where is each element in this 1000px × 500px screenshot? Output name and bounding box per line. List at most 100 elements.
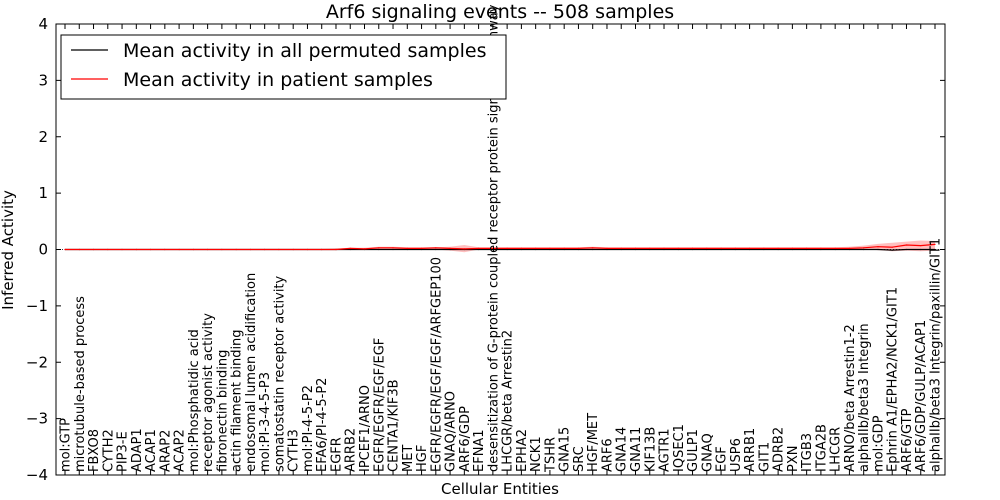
data-point-patient <box>378 247 380 249</box>
data-point-permuted <box>677 248 679 251</box>
data-point-permuted <box>834 248 836 251</box>
x-axis-label: Cellular Entities <box>441 480 559 498</box>
data-point-patient <box>506 247 508 249</box>
data-point-patient <box>577 247 580 249</box>
data-point-patient <box>135 248 137 251</box>
data-point-permuted <box>620 248 622 251</box>
data-point-patient <box>720 247 722 249</box>
data-point-permuted <box>920 248 922 251</box>
x-tick-label: alphaIIb/beta3 Integrin/paxillin/GIT1 <box>929 238 944 472</box>
x-tick-label: KIF13B <box>643 427 658 472</box>
data-point-patient <box>406 247 408 249</box>
data-point-permuted <box>506 248 508 251</box>
data-point-patient <box>192 248 194 251</box>
data-point-permuted <box>763 248 765 251</box>
data-point-patient <box>235 248 237 251</box>
x-tick-label: AGTR1 <box>658 428 673 472</box>
data-point-patient <box>321 248 323 251</box>
data-point-patient <box>363 248 366 250</box>
x-tick-label: EGFR <box>330 437 345 472</box>
data-point-permuted <box>406 248 408 251</box>
y-tick-label: −4 <box>26 466 48 484</box>
data-point-permuted <box>577 248 580 251</box>
data-point-patient <box>178 248 180 251</box>
legend-label-permuted: Mean activity in all permuted samples <box>123 40 486 62</box>
y-axis-label: Inferred Activity <box>0 190 17 310</box>
y-tick-label: 1 <box>38 184 48 202</box>
data-point-patient <box>592 247 594 249</box>
x-tick-label: ITGB3 <box>800 433 815 472</box>
data-point-patient <box>164 248 166 251</box>
data-point-patient <box>78 248 80 251</box>
x-tick-label: ADAP1 <box>130 428 145 472</box>
data-point-patient <box>848 247 851 249</box>
x-tick-label: EPHA2 <box>515 429 530 472</box>
data-point-permuted <box>934 248 936 251</box>
x-tick-label: USP6 <box>729 438 744 472</box>
data-point-patient <box>691 247 694 249</box>
data-point-permuted <box>478 248 480 251</box>
x-tick-label: EGF <box>715 446 730 472</box>
x-tick-label: ARNO/beta Arrestin1-2 <box>843 324 858 472</box>
x-tick-label: LHCGR <box>829 427 844 472</box>
series-line-patient <box>65 243 936 251</box>
data-point-permuted <box>863 248 865 251</box>
x-tick-label: ARF6/GDP/GULP/ACAP1 <box>914 320 929 472</box>
data-point-patient <box>249 248 251 251</box>
data-point-patient <box>221 248 223 251</box>
x-tick-label: ARRB2 <box>344 428 359 472</box>
data-point-patient <box>763 247 765 249</box>
x-tick-label: GNA14 <box>615 427 630 472</box>
x-tick-label: LHCGR/beta Arrestin2 <box>501 330 516 472</box>
x-tick-label: PIP3-E <box>116 431 131 472</box>
data-point-patient <box>64 248 66 251</box>
data-point-patient <box>820 247 822 249</box>
x-tick-label: SRC <box>572 446 587 472</box>
data-point-patient <box>421 247 423 249</box>
x-tick-label: MET <box>401 445 416 472</box>
data-point-patient <box>292 248 294 251</box>
x-tick-label: desensitization of G-protein coupled rec… <box>486 4 501 472</box>
data-point-patient <box>535 247 537 249</box>
x-tick-label: EFNA1 <box>472 429 487 472</box>
x-tick-label: receptor agonist activity <box>201 313 216 472</box>
data-point-patient <box>563 247 565 249</box>
x-tick-label: ITGA2B <box>814 424 829 472</box>
data-point-permuted <box>663 248 665 251</box>
x-tick-label: mol:PI-4-5-P2 <box>301 385 316 472</box>
x-tick-label: CENTA1/KIF3B <box>387 379 402 472</box>
y-tick-label: 2 <box>38 128 48 146</box>
data-point-permuted <box>691 248 694 251</box>
y-tick-label: 4 <box>38 15 48 33</box>
data-point-permuted <box>877 248 879 251</box>
data-point-permuted <box>649 248 651 251</box>
data-point-patient <box>663 247 665 249</box>
data-point-patient <box>791 247 794 249</box>
y-tick-label: 3 <box>38 71 48 89</box>
legend-label-patient: Mean activity in patient samples <box>123 69 433 91</box>
x-tick-label: EGFR/EGFR/EGF/EGF/ARFGEP100 <box>429 257 444 472</box>
x-tick-label: Ephrin A1/EPHA2/NCK1/GIT1 <box>886 287 901 472</box>
data-point-patient <box>606 247 608 249</box>
x-tick-label: ARRB1 <box>743 428 758 472</box>
x-tick-label: microtubule-based process <box>73 296 88 472</box>
x-tick-label: ACAP2 <box>173 429 188 472</box>
data-point-permuted <box>449 248 451 251</box>
data-point-patient <box>777 247 779 249</box>
x-tick-label: fibronectin binding <box>215 350 230 472</box>
data-point-patient <box>677 247 679 249</box>
x-tick-label: HGF <box>415 445 430 472</box>
x-tick-label: FBXO8 <box>87 429 102 472</box>
data-point-patient <box>863 247 865 249</box>
legend: Mean activity in all permuted samples Me… <box>60 34 507 100</box>
x-tick-label: mol:PI-3-4-5-P3 <box>258 372 273 472</box>
x-tick-label: ARAP2 <box>158 430 173 472</box>
data-point-patient <box>649 247 651 249</box>
x-tick-label: ACAP1 <box>144 429 159 472</box>
data-point-patient <box>920 245 922 247</box>
data-point-permuted <box>734 248 736 251</box>
x-tick-label: endosomal lumen acidification <box>244 273 259 472</box>
data-point-permuted <box>592 248 594 251</box>
data-point-patient <box>520 247 523 249</box>
x-tick-label: CYTH2 <box>101 429 116 472</box>
